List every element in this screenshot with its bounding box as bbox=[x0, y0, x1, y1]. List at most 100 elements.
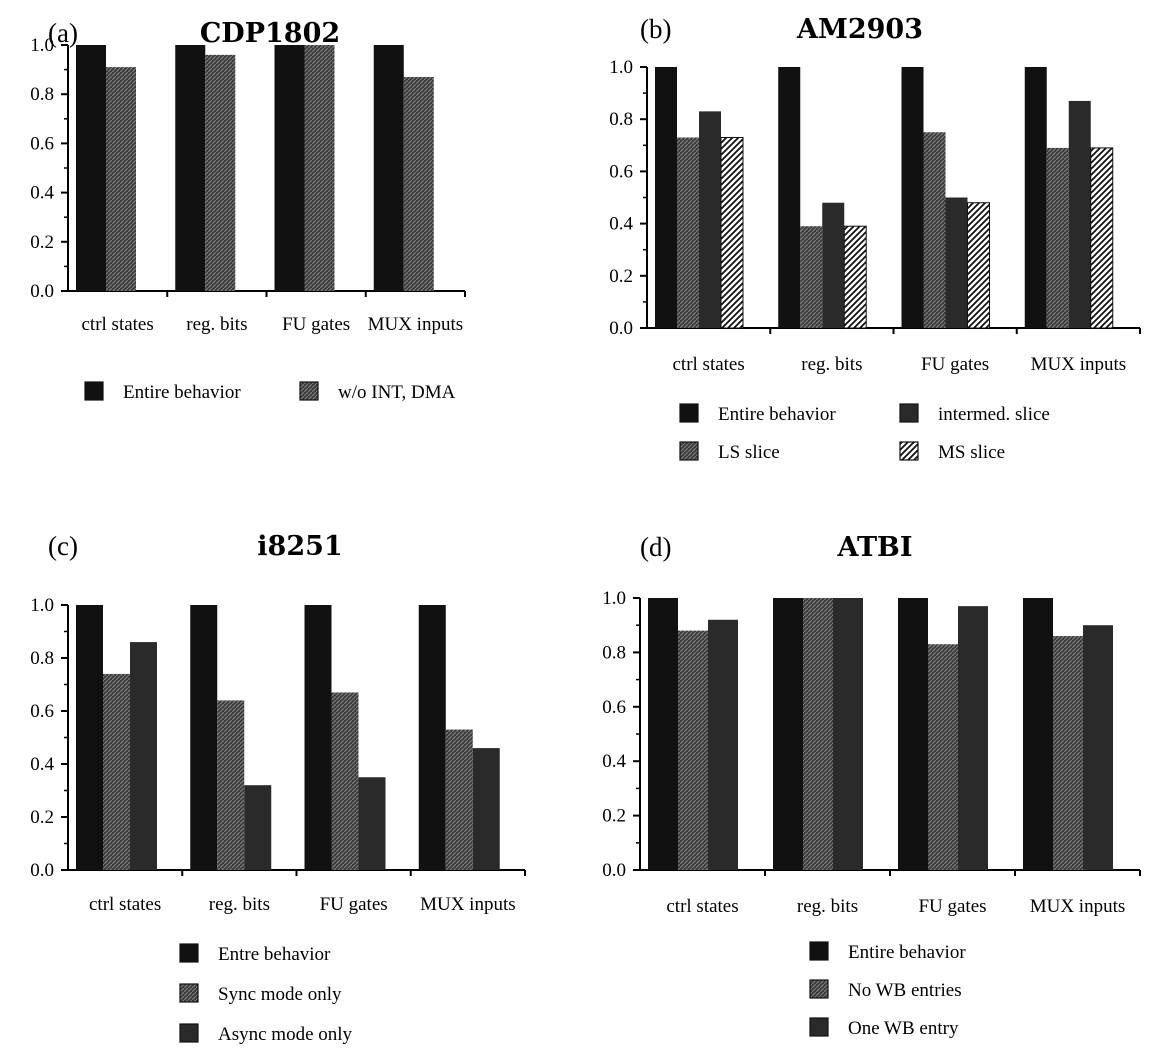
bar-2-0-1 bbox=[677, 137, 699, 328]
legend-label: MS slice bbox=[938, 442, 1005, 463]
y-tick-label: 1.0 bbox=[602, 588, 626, 609]
bar-1-2-1 bbox=[304, 45, 335, 291]
y-tick-label: 0.2 bbox=[30, 232, 54, 253]
legend-label: No WB entries bbox=[848, 980, 962, 1001]
bar-3-0-2 bbox=[130, 642, 157, 870]
bar-4-1-2 bbox=[833, 598, 863, 870]
bar-4-2-1 bbox=[928, 644, 958, 870]
y-tick-label: 0.6 bbox=[609, 161, 633, 182]
y-tick-label: 0.2 bbox=[609, 266, 633, 287]
bar-3-3-0 bbox=[418, 605, 446, 870]
bar-2-2-1 bbox=[923, 132, 946, 328]
y-tick-label: 0.8 bbox=[602, 642, 626, 663]
x-category-label: FU gates bbox=[918, 896, 986, 917]
bar-3-3-1 bbox=[445, 729, 473, 870]
bar-2-2-3 bbox=[967, 202, 990, 329]
y-tick-label: 0.4 bbox=[30, 754, 54, 775]
legend-label: Sync mode only bbox=[218, 984, 342, 1005]
chart-title: AM2903 bbox=[796, 14, 923, 45]
y-tick-label: 0.4 bbox=[609, 214, 633, 235]
legend-label: intermed. slice bbox=[938, 404, 1050, 425]
x-category-label: FU gates bbox=[282, 314, 350, 335]
bar-2-3-1 bbox=[1046, 147, 1069, 328]
bar-2-0-3 bbox=[720, 136, 744, 329]
bar-1-1-1 bbox=[205, 54, 236, 292]
panel-a: (a) CDP1802 0.0 0.2 0.4 0.6 0.8 1.0 ctrl states r… bbox=[30, 18, 466, 403]
x-category-label: MUX inputs bbox=[1030, 896, 1126, 917]
x-category-label: MUX inputs bbox=[420, 894, 516, 915]
bar-2-1-1 bbox=[800, 226, 823, 328]
y-tick-label: 0.0 bbox=[602, 860, 626, 881]
legend-label: One WB entry bbox=[848, 1018, 959, 1039]
bar-2-2-0 bbox=[901, 67, 924, 328]
panel-label: (c) bbox=[48, 531, 78, 561]
legend-label: Entire behavior bbox=[848, 942, 966, 963]
legend-swatch bbox=[179, 943, 199, 963]
bar-3-2-1 bbox=[331, 692, 359, 870]
bar-1-3-0 bbox=[373, 45, 404, 291]
bar-4-0-2 bbox=[708, 619, 738, 870]
bar-1-3-1 bbox=[403, 76, 434, 291]
x-category-label: ctrl states bbox=[81, 314, 153, 335]
legend-swatch bbox=[679, 441, 699, 461]
bar-3-0-1 bbox=[103, 673, 130, 870]
legend-swatch bbox=[179, 983, 199, 1003]
bar-3-2-2 bbox=[358, 777, 386, 870]
x-category-label: reg. bits bbox=[797, 896, 858, 917]
x-category-label: ctrl states bbox=[666, 896, 738, 917]
panel-label: (b) bbox=[640, 14, 671, 44]
y-tick-label: 0.8 bbox=[30, 648, 54, 669]
legend-label: Entre behavior bbox=[218, 944, 331, 965]
bar-2-2-2 bbox=[945, 197, 968, 328]
y-tick-label: 0.6 bbox=[602, 697, 626, 718]
chart-title: CDP1802 bbox=[200, 18, 340, 49]
y-tick-label: 0.6 bbox=[30, 133, 54, 154]
bar-1-0-1 bbox=[106, 67, 136, 291]
bar-4-3-0 bbox=[1023, 598, 1053, 870]
y-tick-label: 0.2 bbox=[30, 807, 54, 828]
y-tick-label: 0.8 bbox=[609, 109, 633, 130]
legend-label: w/o INT, DMA bbox=[338, 382, 456, 403]
bar-1-1-0 bbox=[175, 45, 206, 291]
panel-b: (b) AM2903 0.0 0.2 0.4 0.6 0.8 1.0 ctrl states re… bbox=[609, 14, 1141, 463]
y-tick-label: 1.0 bbox=[30, 595, 54, 616]
bar-3-1-2 bbox=[244, 785, 272, 870]
panel-label: (d) bbox=[640, 532, 671, 562]
x-category-label: reg. bits bbox=[801, 354, 862, 375]
x-category-label: reg. bits bbox=[186, 314, 247, 335]
bar-2-1-2 bbox=[822, 202, 845, 328]
legend-label: Entire behavior bbox=[718, 404, 836, 425]
y-tick-label: 0.0 bbox=[609, 318, 633, 339]
y-tick-label: 1.0 bbox=[609, 57, 633, 78]
panel-c: (c) i8251 0.0 0.2 0.4 0.6 0.8 1.0 ctrl states reg… bbox=[30, 531, 526, 1045]
legend-swatch bbox=[809, 979, 829, 999]
x-category-label: FU gates bbox=[320, 894, 388, 915]
x-category-label: reg. bits bbox=[209, 894, 270, 915]
legend-label: Async mode only bbox=[218, 1024, 353, 1045]
bar-2-3-0 bbox=[1024, 67, 1047, 328]
y-tick-label: 0.0 bbox=[30, 860, 54, 881]
legend-swatch bbox=[179, 1023, 199, 1043]
y-tick-label: 0.6 bbox=[30, 701, 54, 722]
x-category-label: MUX inputs bbox=[368, 314, 464, 335]
bar-4-0-0 bbox=[648, 598, 678, 870]
legend-label: Entire behavior bbox=[123, 382, 241, 403]
x-category-label: ctrl states bbox=[672, 354, 744, 375]
panel-label: (a) bbox=[48, 18, 78, 48]
y-tick-label: 0.8 bbox=[30, 84, 54, 105]
legend-swatch bbox=[899, 441, 919, 461]
bar-3-1-0 bbox=[190, 605, 218, 870]
bar-4-2-0 bbox=[898, 598, 928, 870]
legend-swatch bbox=[809, 941, 829, 961]
chart-title: ATBI bbox=[836, 532, 912, 563]
bar-2-1-3 bbox=[843, 225, 867, 329]
legend-label: LS slice bbox=[718, 442, 780, 463]
bar-4-3-1 bbox=[1053, 636, 1083, 870]
bar-4-0-1 bbox=[678, 630, 708, 870]
y-tick-label: 0.0 bbox=[30, 281, 54, 302]
legend-swatch bbox=[899, 403, 919, 423]
legend-swatch bbox=[809, 1017, 829, 1037]
bar-3-3-2 bbox=[472, 748, 500, 870]
panel-d: (d) ATBI 0.0 0.2 0.4 0.6 0.8 1.0 ctrl states reg.… bbox=[602, 532, 1141, 1039]
bar-3-1-1 bbox=[217, 700, 245, 870]
